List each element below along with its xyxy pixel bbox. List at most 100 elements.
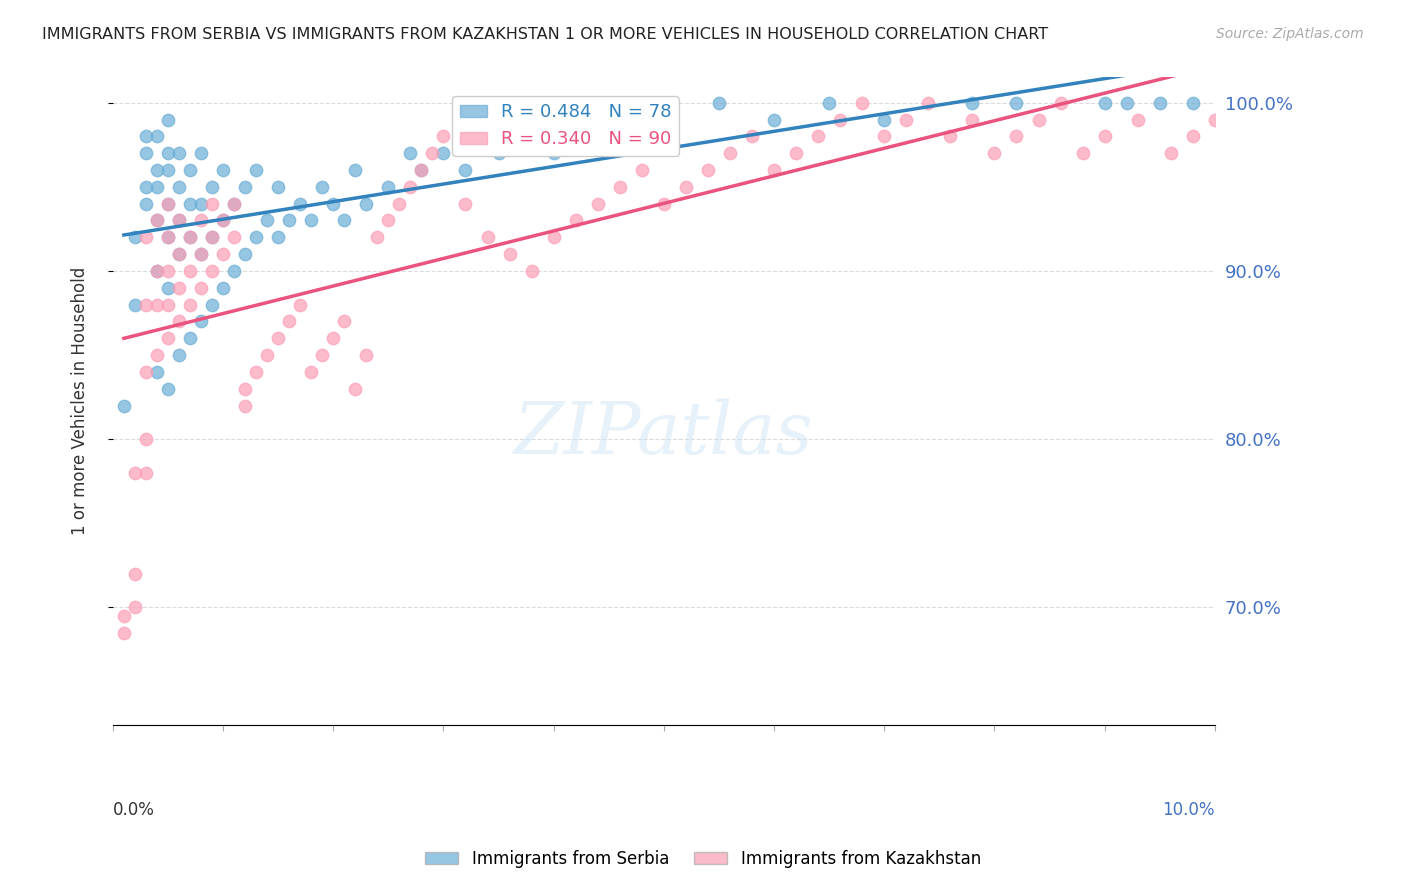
Point [543,146,565,161]
Point [1181,129,1204,144]
Point [939,129,962,144]
Point [135,179,157,194]
Text: Source: ZipAtlas.com: Source: ZipAtlas.com [1216,27,1364,41]
Point [707,95,730,110]
Point [278,213,301,227]
Point [896,112,918,127]
Point [124,566,146,581]
Point [190,247,212,261]
Point [146,365,169,379]
Point [146,264,169,278]
Point [233,382,256,396]
Point [179,331,201,345]
Point [652,196,675,211]
Point [267,230,290,244]
Point [609,179,631,194]
Point [741,129,763,144]
Point [124,230,146,244]
Point [190,281,212,295]
Point [190,213,212,227]
Point [356,348,378,362]
Point [212,213,235,227]
Point [245,365,267,379]
Point [146,264,169,278]
Point [112,608,135,623]
Point [167,247,190,261]
Point [718,146,741,161]
Point [190,247,212,261]
Point [630,163,652,178]
Point [124,600,146,615]
Point [135,146,157,161]
Point [156,112,179,127]
Point [167,247,190,261]
Point [333,314,356,328]
Point [156,196,179,211]
Text: IMMIGRANTS FROM SERBIA VS IMMIGRANTS FROM KAZAKHSTAN 1 OR MORE VEHICLES IN HOUSE: IMMIGRANTS FROM SERBIA VS IMMIGRANTS FRO… [42,27,1049,42]
Point [630,129,652,144]
Point [222,230,245,244]
Point [167,146,190,161]
Point [763,163,786,178]
Text: ZIPatlas: ZIPatlas [515,399,814,469]
Point [1094,129,1116,144]
Point [146,179,169,194]
Point [543,230,565,244]
Point [454,196,477,211]
Point [377,213,399,227]
Point [411,163,433,178]
Point [598,112,620,127]
Point [311,179,333,194]
Text: 0.0%: 0.0% [112,801,155,819]
Point [818,95,841,110]
Point [135,196,157,211]
Point [201,230,224,244]
Point [135,297,157,311]
Point [190,314,212,328]
Point [564,213,586,227]
Point [179,297,201,311]
Point [454,163,477,178]
Point [135,432,157,446]
Point [156,196,179,211]
Point [179,230,201,244]
Point [156,281,179,295]
Point [146,129,169,144]
Point [299,213,322,227]
Point [156,331,179,345]
Point [146,213,169,227]
Point [245,230,267,244]
Point [190,146,212,161]
Point [290,196,312,211]
Point [156,297,179,311]
Point [201,297,224,311]
Point [146,163,169,178]
Point [233,179,256,194]
Legend: R = 0.484   N = 78, R = 0.340   N = 90: R = 0.484 N = 78, R = 0.340 N = 90 [453,96,679,156]
Point [1071,146,1094,161]
Point [830,112,852,127]
Point [156,163,179,178]
Point [399,179,422,194]
Point [135,230,157,244]
Point [201,264,224,278]
Point [179,230,201,244]
Point [1049,95,1071,110]
Point [212,247,235,261]
Point [488,146,510,161]
Point [201,179,224,194]
Point [222,264,245,278]
Point [156,382,179,396]
Point [333,213,356,227]
Point [135,129,157,144]
Point [586,196,609,211]
Point [245,163,267,178]
Point [388,196,411,211]
Point [278,314,301,328]
Point [112,625,135,640]
Point [366,230,388,244]
Point [520,264,543,278]
Point [167,348,190,362]
Point [222,196,245,211]
Point [322,196,344,211]
